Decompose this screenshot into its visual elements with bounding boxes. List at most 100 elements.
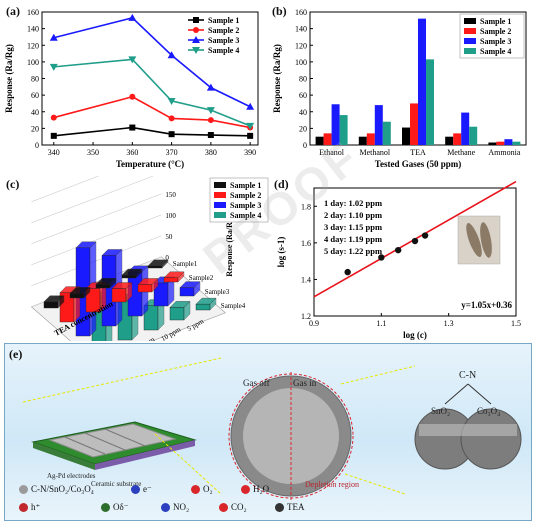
annotation-label: 3 day: 1.15 ppm <box>324 222 382 232</box>
annotation-label: 4 day: 1.19 ppm <box>324 234 382 244</box>
scheme-legend-item: Oδ⁻ <box>101 502 129 513</box>
legend-swatch <box>464 48 476 54</box>
bar-3d-top <box>43 295 65 302</box>
data-point <box>128 13 137 21</box>
electrode-line <box>104 428 146 447</box>
chart-a: 0 20 40 60 80 100 120 140 160 340 350 360 370 380 390 T… <box>4 8 259 169</box>
bar-3d-top <box>179 281 201 288</box>
electrode-line <box>84 432 126 451</box>
depth-label: Sample4 <box>221 302 246 310</box>
data-point <box>168 115 175 122</box>
electrode-label: Ag-Pd electrodes <box>47 472 96 480</box>
legend-label: Sample 1 <box>208 16 239 25</box>
data-point <box>207 132 214 139</box>
bar-3d <box>169 307 185 321</box>
chart-c: 05010015020025075 ppm50 ppm25 ppm10 ppm5… <box>30 176 269 341</box>
bar <box>315 136 324 145</box>
scheme-legend-label: C-N/SnO₂/Co₃O₄ <box>31 484 94 494</box>
data-point <box>421 232 429 239</box>
y-tick-label: 40 <box>299 108 307 117</box>
y-tick-label: 160 <box>27 8 39 17</box>
legend-swatch <box>214 182 226 188</box>
co3o4-label: Co₃O₄ <box>477 406 501 416</box>
data-point <box>207 117 214 124</box>
x-tick-label: 0.9 <box>309 319 319 328</box>
bar <box>469 126 478 145</box>
grid-line <box>31 176 100 203</box>
data-point <box>168 131 175 138</box>
scheme-drawing <box>22 357 522 500</box>
data-point <box>378 254 385 261</box>
bar-3d-top <box>195 297 217 305</box>
legend-swatch <box>214 192 226 198</box>
x-tick-label: Methanol <box>359 148 390 157</box>
data-point <box>167 97 176 105</box>
legend-swatch <box>464 28 476 34</box>
y-tick-label: 100 <box>27 58 39 67</box>
bar <box>453 133 462 145</box>
bar <box>426 59 434 145</box>
data-point <box>192 36 200 43</box>
x-tick-label: 1.1 <box>376 319 386 328</box>
x-tick-label: 350 <box>87 148 99 157</box>
scheme-legend-item: e⁻ <box>131 484 152 495</box>
x-tick-label: 390 <box>244 148 256 157</box>
y-tick-label: 1.8 <box>301 202 311 211</box>
scheme-legend-item: CO₂ <box>219 502 247 512</box>
bar-3d-top <box>147 259 169 267</box>
scheme-legend-label: CO₂ <box>231 502 247 512</box>
data-point <box>128 56 137 64</box>
x-tick-label: 380 <box>205 148 217 157</box>
panel-label-c: (c) <box>6 177 20 191</box>
legend-symbol-icon <box>19 484 28 494</box>
bar-3d-top <box>95 278 117 285</box>
y-tick-label: 120 <box>295 41 307 50</box>
y-tick-label: 160 <box>295 8 307 17</box>
scheme-legend-label: h⁺ <box>31 502 41 512</box>
substrate-label: Ceramic substrate <box>91 480 142 488</box>
bar <box>358 136 367 145</box>
y-tick-label: 1.6 <box>301 239 311 248</box>
y-tick-label: 100 <box>295 58 307 67</box>
data-point <box>129 124 136 131</box>
legend-swatch <box>214 212 226 218</box>
cn-pointer <box>444 383 469 405</box>
bar <box>402 127 410 145</box>
bar-3d <box>95 284 111 289</box>
bar <box>339 115 348 145</box>
y-tick-label: 80 <box>299 75 307 84</box>
data-point <box>193 27 199 33</box>
z-tick-label: 150 <box>165 191 176 199</box>
depth-label: Sample3 <box>205 288 230 296</box>
legend-label: Sample 3 <box>230 201 261 210</box>
legend-label: Sample 2 <box>480 27 511 36</box>
y-tick-label: 80 <box>31 75 39 84</box>
co3o4-particle <box>460 408 522 470</box>
legend-swatch <box>214 202 226 208</box>
y-axis-label: Response (Ra/Rg) <box>4 44 14 113</box>
y-tick-label: 1.4 <box>301 275 311 284</box>
zoom-guide-line <box>22 357 222 403</box>
grid-line <box>31 193 162 245</box>
data-point <box>49 63 58 71</box>
fit-equation: y=1.05x+0.36 <box>461 300 512 310</box>
panel-label-e: (e) <box>9 347 23 361</box>
grid-line <box>31 214 162 266</box>
scheme-legend-label: O₂ <box>203 484 213 494</box>
data-point <box>411 237 419 245</box>
panel-label-a: (a) <box>6 4 20 18</box>
x-tick-label: TEA <box>410 148 426 157</box>
bar <box>366 133 375 145</box>
bar-3d <box>163 277 179 283</box>
annotation-label: 1 day: 1.02 ppm <box>324 198 382 208</box>
data-point <box>247 132 254 139</box>
x-tick-label: Methane <box>447 148 475 157</box>
scheme-legend-label: Oδ⁻ <box>113 502 129 512</box>
z-tick-label: 0 <box>165 254 169 262</box>
legend-symbol-icon <box>191 484 200 494</box>
data-point <box>129 93 136 100</box>
x-tick-label: Ammonia <box>488 148 520 157</box>
plot-frame <box>313 187 517 317</box>
x-axis-label: Temperature (°C) <box>116 159 184 169</box>
bar-3d-top <box>163 271 185 279</box>
